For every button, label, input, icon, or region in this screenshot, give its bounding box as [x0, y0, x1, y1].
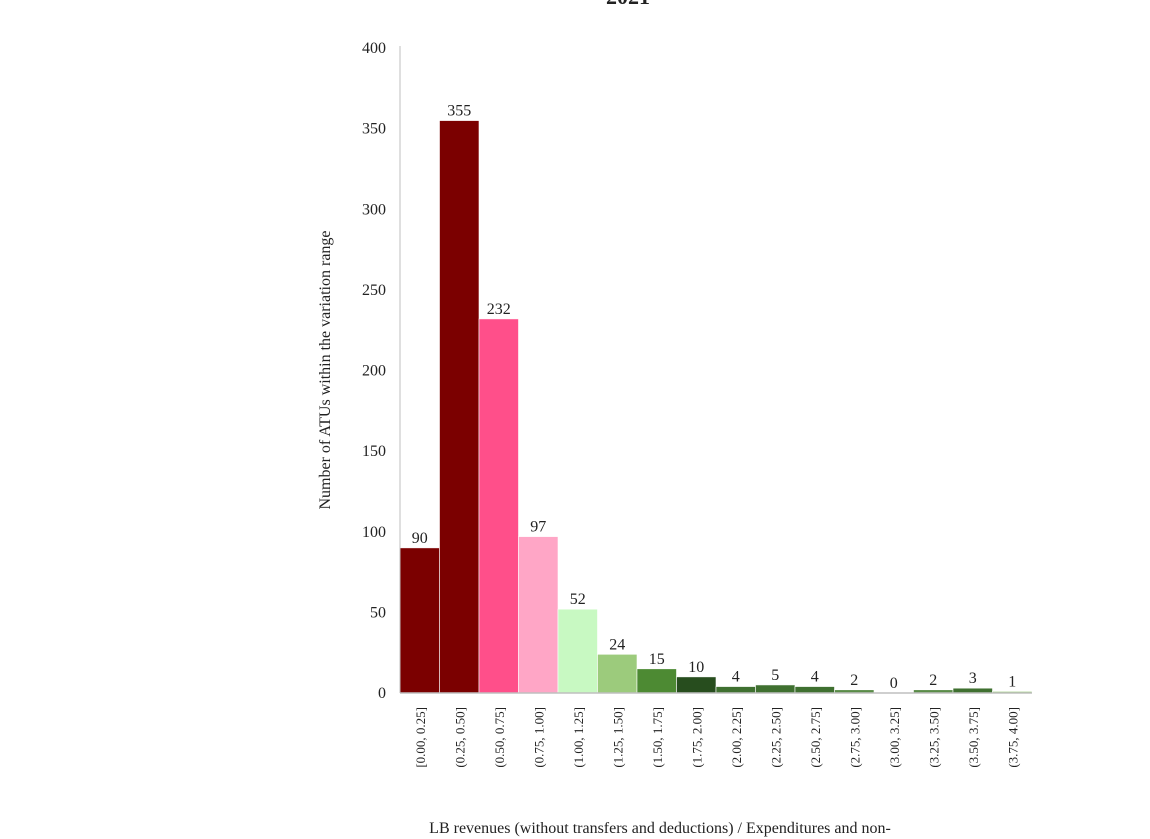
category-label-5: (1.25, 1.50] — [610, 707, 625, 768]
category-label-8: (2.00, 2.25] — [729, 707, 744, 768]
data-label-4: 52 — [570, 591, 586, 608]
data-label-1: 355 — [447, 103, 471, 120]
bar-0 — [399, 547, 440, 694]
data-label-12: 0 — [890, 675, 898, 692]
category-label-13: (3.25, 3.50] — [926, 707, 941, 768]
data-label-3: 97 — [530, 519, 546, 536]
bar-10 — [794, 686, 835, 694]
y-tick-label-2: 100 — [362, 524, 386, 541]
bar-4 — [557, 608, 598, 694]
bar-5 — [597, 653, 638, 694]
data-label-6: 15 — [649, 651, 665, 668]
y-axis-title: Number of ATUs within the variation rang… — [317, 230, 334, 509]
bar-7 — [676, 676, 717, 694]
y-tick-label-5: 250 — [362, 282, 386, 299]
y-tick-label-3: 150 — [362, 443, 386, 460]
category-label-3: (0.75, 1.00] — [531, 707, 546, 768]
data-label-9: 5 — [771, 667, 779, 684]
data-labels-group: 90 355 232 97 52 24 15 10 4 5 4 2 0 2 3 1 — [412, 103, 1017, 692]
bar-3 — [518, 536, 559, 694]
data-label-11: 2 — [850, 672, 858, 689]
y-tick-label-8: 400 — [362, 40, 386, 57]
category-label-4: (1.00, 1.25] — [571, 707, 586, 768]
bar-1 — [439, 120, 480, 694]
category-label-10: (2.50, 2.75] — [808, 707, 823, 768]
category-label-2: (0.50, 0.75] — [492, 707, 507, 768]
bar-9 — [755, 684, 796, 694]
data-label-10: 4 — [811, 669, 819, 686]
y-tick-label-0: 0 — [378, 685, 386, 702]
category-label-6: (1.50, 1.75] — [650, 707, 665, 768]
data-label-5: 24 — [609, 636, 625, 653]
category-label-12: (3.00, 3.25] — [887, 707, 902, 768]
category-label-14: (3.50, 3.75] — [966, 707, 981, 768]
y-axis-ticks: 0 50 100 150 200 250 300 350 400 — [362, 40, 386, 702]
data-label-15: 1 — [1008, 673, 1016, 690]
bar-2 — [478, 318, 519, 694]
bars-group — [399, 120, 1033, 694]
category-label-9: (2.25, 2.50] — [768, 707, 783, 768]
x-axis-title: LB revenues (without transfers and deduc… — [429, 820, 891, 837]
y-tick-label-4: 200 — [362, 363, 386, 380]
category-label-0: [0.00, 0.25] — [413, 707, 428, 768]
data-label-14: 3 — [969, 670, 977, 687]
data-label-2: 232 — [487, 301, 511, 318]
data-label-13: 2 — [929, 672, 937, 689]
category-label-7: (1.75, 2.00] — [689, 707, 704, 768]
category-label-1: (0.25, 0.50] — [452, 707, 467, 768]
category-labels-group: [0.00, 0.25] (0.25, 0.50] (0.50, 0.75] (0.7… — [413, 707, 1021, 768]
bar-8 — [715, 686, 756, 694]
y-tick-label-6: 300 — [362, 201, 386, 218]
chart-title: 2021 — [606, 0, 650, 9]
category-label-15: (3.75, 4.00] — [1005, 707, 1020, 768]
category-label-11: (2.75, 3.00] — [847, 707, 862, 768]
y-tick-label-7: 350 — [362, 121, 386, 138]
data-label-0: 90 — [412, 530, 428, 547]
y-tick-label-1: 50 — [370, 604, 386, 621]
bar-6 — [636, 668, 677, 694]
data-label-8: 4 — [732, 669, 740, 686]
data-label-7: 10 — [688, 659, 704, 676]
